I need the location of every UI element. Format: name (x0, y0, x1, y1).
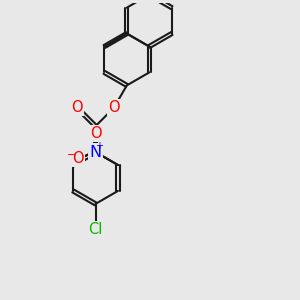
Text: +: + (95, 141, 104, 151)
Text: O: O (90, 126, 101, 141)
Text: Cl: Cl (88, 222, 103, 237)
Text: N: N (89, 145, 102, 160)
Text: O: O (71, 100, 83, 115)
Text: O: O (108, 100, 120, 115)
Text: O: O (72, 151, 84, 166)
Text: −: − (67, 150, 76, 160)
